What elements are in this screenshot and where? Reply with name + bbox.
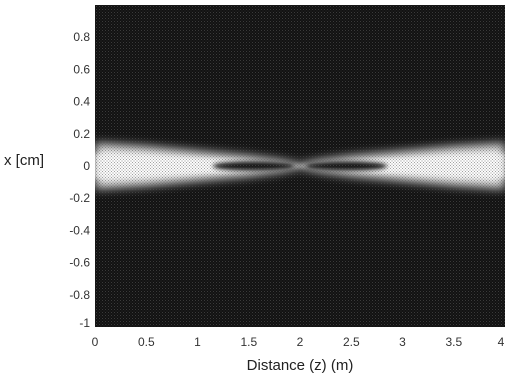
x-tick-label: 3 bbox=[399, 335, 406, 349]
x-tick-label: 4 bbox=[498, 335, 505, 349]
y-tick-label: 0.4 bbox=[73, 95, 90, 109]
x-axis-label: Distance (z) (m) bbox=[247, 357, 354, 374]
y-tick-label: -1 bbox=[79, 316, 90, 330]
y-axis-ticks: 0.8 0.6 0.4 0.2 0 -0.2 -0.4 -0.6 -0.8 -1 bbox=[69, 30, 90, 330]
x-tick-label: 0.5 bbox=[138, 335, 155, 349]
y-tick-label: 0 bbox=[83, 159, 90, 173]
x-axis-ticks: 0 0.5 1 1.5 2 2.5 3 3.5 4 bbox=[92, 335, 505, 349]
x-tick-label: 2.5 bbox=[343, 335, 360, 349]
plot-area bbox=[95, 5, 505, 327]
x-tick-label: 0 bbox=[92, 335, 99, 349]
x-tick-label: 2 bbox=[297, 335, 304, 349]
y-tick-label: 0.2 bbox=[73, 127, 90, 141]
y-tick-label: -0.8 bbox=[69, 288, 90, 302]
x-tick-label: 3.5 bbox=[445, 335, 462, 349]
y-axis-label: x [cm] bbox=[4, 152, 44, 169]
y-tick-label: 0.8 bbox=[73, 30, 90, 44]
y-tick-label: -0.2 bbox=[69, 191, 90, 205]
x-tick-label: 1.5 bbox=[240, 335, 257, 349]
y-tick-label: -0.4 bbox=[69, 223, 90, 237]
x-tick-label: 1 bbox=[194, 335, 201, 349]
y-tick-label: 0.6 bbox=[73, 62, 90, 76]
heatmap-texture bbox=[95, 5, 505, 327]
y-tick-label: -0.6 bbox=[69, 256, 90, 270]
